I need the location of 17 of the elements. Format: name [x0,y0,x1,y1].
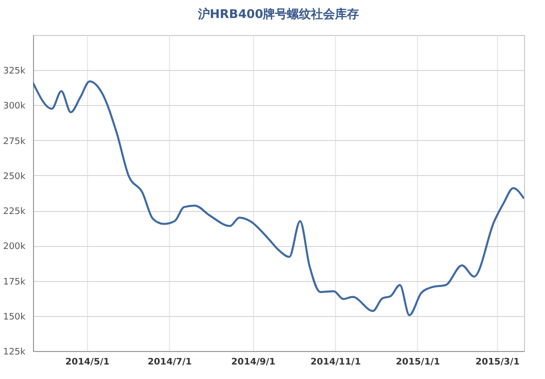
y-tick-label: 175k [3,277,26,288]
y-tick-label: 275k [3,136,26,147]
y-tick-label: 300k [3,102,26,112]
y-tick-label: 225k [3,207,26,218]
y-tick-label: 200k [3,242,26,252]
x-tick-label: 2014/11/1 [310,358,361,368]
y-tick-label: 150k [3,312,26,322]
y-tick-label: 325k [3,66,26,77]
line-series [33,80,524,316]
x-tick-label: 2015/1/1 [396,358,440,368]
x-tick-label: 2014/9/1 [231,358,276,368]
x-tick-label: 2014/7/1 [148,358,192,368]
x-tick-label: 2015/3/1 [475,358,520,368]
y-tick-label: 125k [3,348,26,358]
y-tick-label: 250k [3,172,26,182]
x-tick-label: 2014/5/1 [65,358,110,368]
chart-title: 沪HRB400牌号螺纹社会库存 [196,7,360,21]
